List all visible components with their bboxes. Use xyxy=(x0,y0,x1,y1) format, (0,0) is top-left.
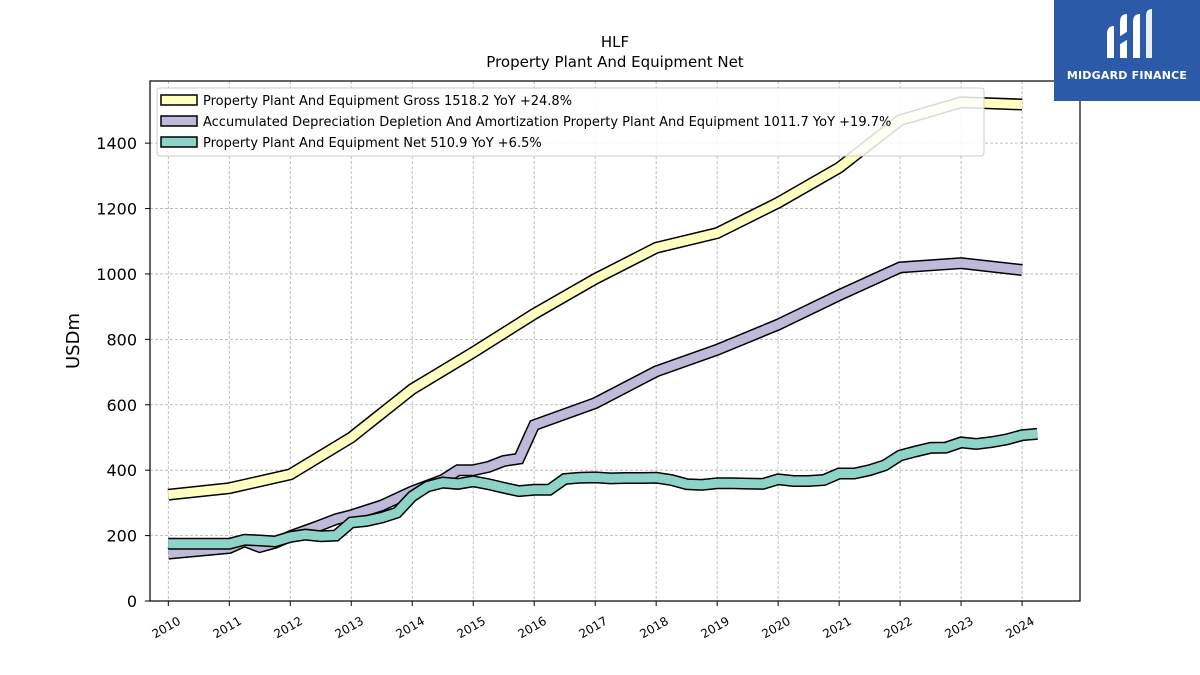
legend-swatch xyxy=(160,94,198,106)
series-line-3 xyxy=(168,429,1038,549)
midgard-logo-icon xyxy=(1107,9,1152,58)
legend-entry-label: Property Plant And Equipment Net 510.9 Y… xyxy=(203,136,542,151)
legend-swatch xyxy=(160,136,198,148)
chart-subtitle: Property Plant And Equipment Net xyxy=(486,53,743,71)
legend: Property Plant And Equipment Gross 1518.… xyxy=(156,87,985,157)
plot-frame xyxy=(149,80,1081,602)
y-tick-label: 800 xyxy=(106,330,137,349)
y-tick-label: 400 xyxy=(106,461,137,480)
y-axis-label: USDm xyxy=(63,313,84,369)
chart-title: HLF xyxy=(601,33,629,51)
legend-box xyxy=(156,87,985,157)
y-tick-label: 1000 xyxy=(96,265,137,284)
y-tick-label: 1200 xyxy=(96,200,137,219)
y-tick-label: 600 xyxy=(106,396,137,415)
y-tick-label: 0 xyxy=(127,592,137,611)
midgard-finance-logo: MIDGARD FINANCE xyxy=(1054,0,1200,101)
legend-entry-label: Accumulated Depreciation Depletion And A… xyxy=(203,115,891,130)
legend-entry-label: Property Plant And Equipment Gross 1518.… xyxy=(203,94,572,109)
y-tick-label: 200 xyxy=(106,527,137,546)
logo-wordmark: MIDGARD FINANCE xyxy=(1066,69,1188,82)
legend-swatch xyxy=(160,115,198,127)
y-tick-label: 1400 xyxy=(96,134,137,153)
